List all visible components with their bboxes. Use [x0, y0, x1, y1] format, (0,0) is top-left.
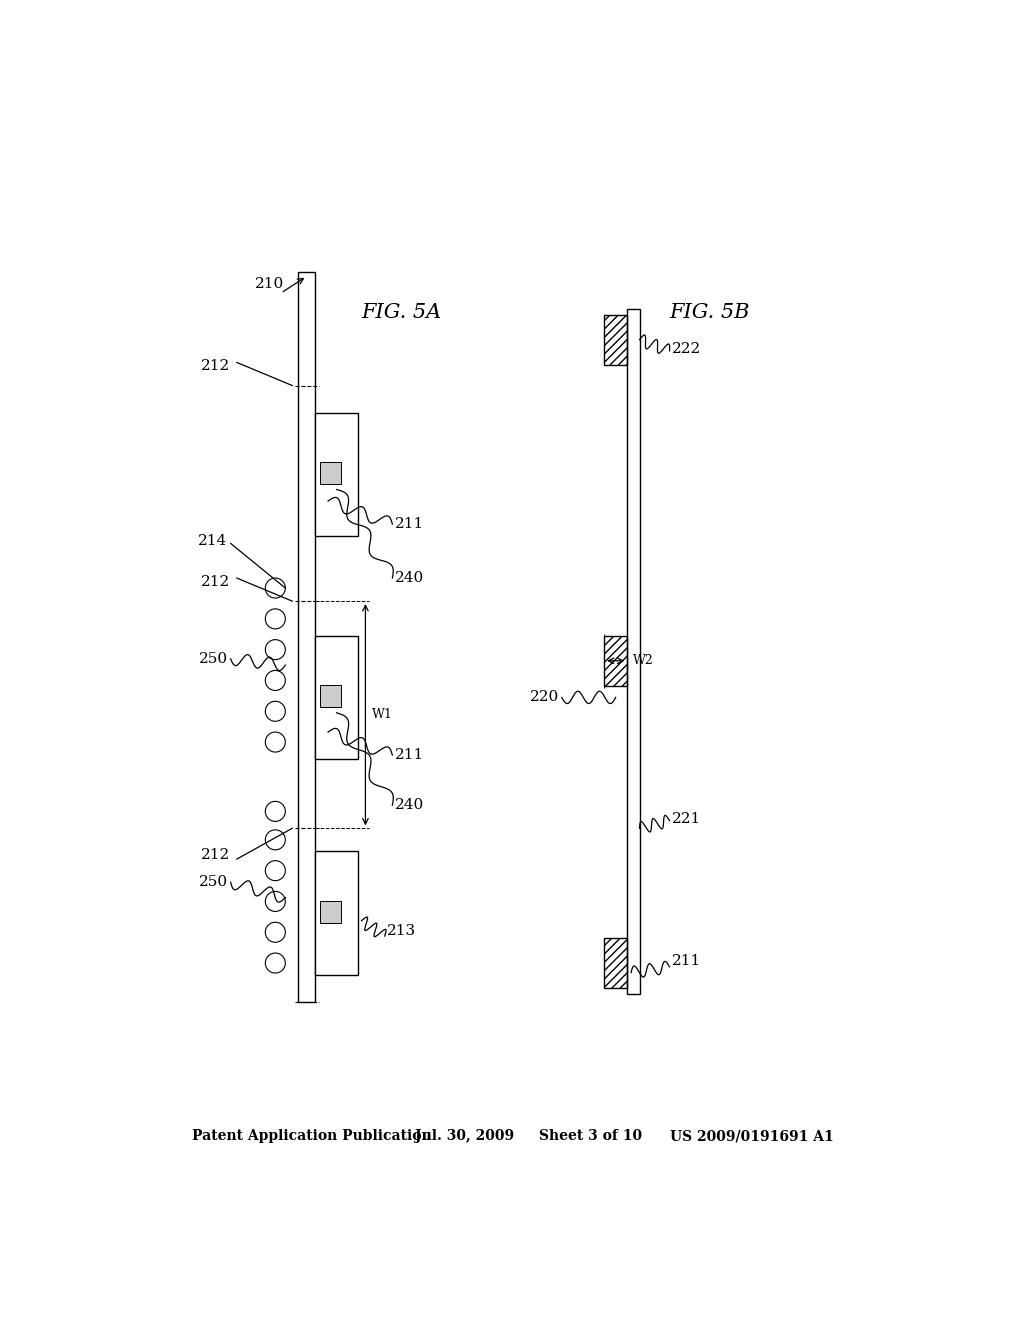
Text: 212: 212 [202, 359, 230, 374]
Bar [298, 272, 315, 1002]
Bar [319, 900, 341, 923]
Circle shape [265, 733, 286, 752]
Text: W1: W1 [372, 709, 392, 721]
Text: Jul. 30, 2009: Jul. 30, 2009 [416, 1130, 515, 1143]
Circle shape [265, 801, 286, 821]
Circle shape [265, 640, 286, 660]
Text: 220: 220 [530, 690, 559, 705]
Text: 250: 250 [199, 652, 227, 665]
Text: 212: 212 [202, 576, 230, 589]
Circle shape [265, 830, 286, 850]
Circle shape [265, 578, 286, 598]
Text: 222: 222 [672, 342, 701, 356]
Circle shape [265, 701, 286, 721]
Text: 250: 250 [199, 875, 227, 890]
Text: FIG. 5A: FIG. 5A [361, 302, 441, 322]
Bar [319, 685, 341, 708]
Text: Sheet 3 of 10: Sheet 3 of 10 [539, 1130, 642, 1143]
Text: W2: W2 [634, 655, 654, 668]
Text: 240: 240 [394, 572, 424, 585]
Text: 221: 221 [672, 812, 701, 826]
Text: 240: 240 [394, 799, 424, 812]
Circle shape [265, 923, 286, 942]
Text: Patent Application Publication: Patent Application Publication [193, 1130, 432, 1143]
Circle shape [265, 953, 286, 973]
Text: 211: 211 [672, 954, 701, 969]
Text: 211: 211 [394, 517, 424, 531]
Text: FIG. 5B: FIG. 5B [670, 302, 750, 322]
Text: 214: 214 [199, 535, 227, 548]
Bar [604, 937, 628, 987]
Circle shape [265, 671, 286, 690]
Bar [604, 636, 628, 686]
Bar [315, 636, 357, 759]
Text: 212: 212 [202, 849, 230, 862]
Text: 210: 210 [255, 277, 284, 290]
Text: US 2009/0191691 A1: US 2009/0191691 A1 [670, 1130, 834, 1143]
Text: 211: 211 [394, 748, 424, 762]
Bar [319, 462, 341, 484]
Circle shape [265, 609, 286, 628]
Bar [628, 309, 640, 994]
Circle shape [265, 891, 286, 911]
Circle shape [265, 861, 286, 880]
Bar [315, 412, 357, 536]
Text: 213: 213 [387, 924, 416, 937]
Bar [604, 314, 628, 364]
Bar [315, 851, 357, 974]
